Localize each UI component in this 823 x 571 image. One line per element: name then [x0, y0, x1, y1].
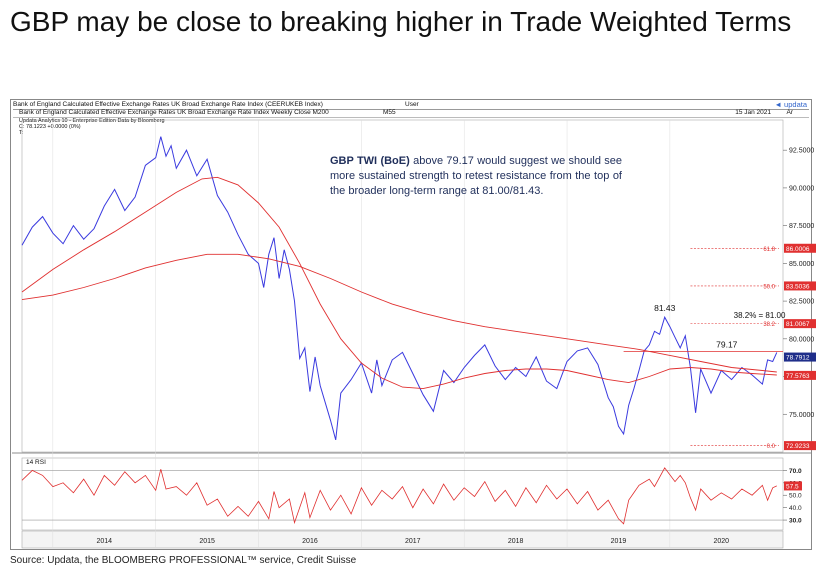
t-readout: T: — [19, 130, 24, 136]
ma-m55-label: M55 — [383, 109, 396, 116]
ma-description: Bank of England Calculated Effective Exc… — [19, 109, 329, 116]
chart-header-row: Bank of England Calculated Effective Exc… — [13, 101, 809, 110]
annotation-bold: GBP TWI (BoE) — [330, 155, 410, 167]
user-label: User — [405, 101, 419, 108]
source-note: Source: Updata, the BLOOMBERG PROFESSION… — [10, 555, 357, 566]
chart-date: 15 Jan 2021 — [735, 109, 771, 116]
page-title: GBP may be close to breaking higher in T… — [10, 6, 792, 37]
annotation-text: GBP TWI (BoE) above 79.17 would suggest … — [330, 154, 622, 199]
annotation-body: above 79.17 would suggest we should see … — [330, 155, 622, 197]
updata-logo: ◄ updata — [774, 100, 807, 109]
axis-mode-label: Ar — [786, 109, 794, 116]
close-readout: C: 78.1223 +0.0000 (0%) — [19, 124, 81, 130]
series-description: Bank of England Calculated Effective Exc… — [13, 101, 323, 108]
chart-subheader-row: Bank of England Calculated Effective Exc… — [13, 109, 809, 118]
